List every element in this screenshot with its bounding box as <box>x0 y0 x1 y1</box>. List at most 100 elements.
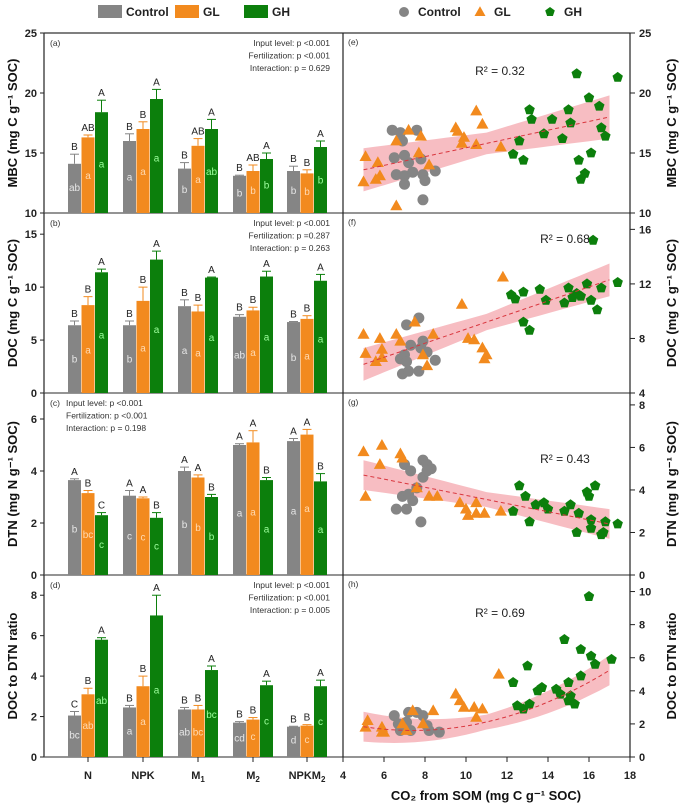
point-gh <box>598 527 609 537</box>
point-gl <box>359 347 372 358</box>
significance-letter-upper: A <box>153 583 160 594</box>
point-gl <box>427 704 440 716</box>
bar-control <box>123 325 136 393</box>
y-tick-label: 6 <box>31 631 37 643</box>
point-gh <box>507 505 519 516</box>
point-gl <box>396 717 409 729</box>
point-gl <box>390 199 403 211</box>
significance-letter-upper: A <box>153 239 160 250</box>
bar-gh <box>95 515 108 575</box>
point-gh <box>555 688 566 699</box>
significance-letter-upper: B <box>85 285 92 296</box>
significance-letter-lower: a <box>291 507 297 518</box>
point-gl <box>476 117 489 129</box>
point-gh <box>585 522 597 533</box>
bar-gh <box>150 517 163 575</box>
point-gl <box>359 150 372 161</box>
significance-letter-upper: B <box>85 676 92 687</box>
significance-letter-upper: B <box>208 482 215 493</box>
point-gl <box>496 270 509 282</box>
point-gh <box>606 653 617 664</box>
point-gh <box>559 634 570 644</box>
significance-letter-upper: A <box>208 654 215 665</box>
point-gl <box>470 507 483 518</box>
bar-gh <box>260 480 273 575</box>
fit-line <box>363 669 610 732</box>
stats-text: Interaction: p = 0.629 <box>250 63 330 73</box>
scatter-panel-f: 4 8 12 16 DOC (mg C g⁻¹ SOC) (f) R² = 0.68 <box>342 213 679 400</box>
significance-letter-upper: B <box>126 693 133 704</box>
point-gh <box>559 297 570 308</box>
significance-letter-lower: a <box>85 345 91 356</box>
stats-text: Input level: p <0.001 <box>253 580 330 590</box>
point-gh <box>565 117 576 128</box>
point-control <box>429 354 441 366</box>
point-gh <box>565 499 576 510</box>
point-control <box>419 175 431 187</box>
y-tick-label: 4 <box>31 466 38 478</box>
significance-letter-lower: ab <box>179 728 191 739</box>
bar-control <box>287 322 300 393</box>
point-gl <box>406 704 419 716</box>
significance-letter-lower: cd <box>234 734 245 745</box>
significance-letter-upper: A <box>126 479 133 490</box>
significance-letter-upper: B <box>195 693 202 704</box>
significance-letter-lower: a <box>85 171 91 182</box>
point-gl <box>371 156 384 167</box>
point-gh <box>569 698 580 709</box>
bar-gh <box>95 112 108 213</box>
y-axis-label: MBC (mg C g⁻¹ SOC) <box>5 59 20 188</box>
significance-letter-upper: A <box>290 427 297 438</box>
point-control <box>390 503 402 515</box>
bar-gl <box>81 305 95 393</box>
point-gl <box>423 158 436 170</box>
point-gh <box>589 658 601 669</box>
x-tick-label: 8 <box>422 770 428 782</box>
x-axis-label: CO₂ from SOM (mg C g⁻¹ SOC) <box>391 788 581 803</box>
y-tick-label: 0 <box>639 570 645 582</box>
fit-line <box>363 279 610 365</box>
significance-letter-upper: A <box>236 432 243 443</box>
stats-text: Interaction: p = 0.263 <box>250 243 330 253</box>
significance-letter-lower: ab <box>234 351 246 362</box>
bar-control <box>123 141 136 213</box>
significance-letter-upper: A <box>98 257 105 268</box>
bar-gh <box>260 159 273 213</box>
point-gh <box>600 516 611 527</box>
significance-letter-upper: B <box>71 309 78 320</box>
significance-letter-lower: a <box>154 685 160 696</box>
point-gl <box>459 502 473 514</box>
point-gh <box>526 113 537 124</box>
point-gh <box>596 122 607 133</box>
significance-letter-upper: A <box>317 262 324 273</box>
y-tick-label: 2 <box>31 518 37 530</box>
bar-control <box>178 306 191 393</box>
point-gl <box>359 720 372 732</box>
significance-letter-upper: A <box>71 467 78 478</box>
category-subscript: 2 <box>255 775 260 784</box>
significance-letter-upper: A <box>195 463 202 474</box>
category-label: M <box>191 770 200 782</box>
y-tick-label: 8 <box>31 590 37 602</box>
significance-letter-lower: bc <box>69 730 80 741</box>
y-tick-label: 5 <box>31 335 37 347</box>
point-control <box>415 516 427 528</box>
point-gl <box>453 694 466 706</box>
significance-letter-lower: b <box>182 520 188 531</box>
significance-letter-lower: c <box>251 732 256 743</box>
point-gl <box>357 445 370 457</box>
bar-gl <box>81 493 95 575</box>
significance-letter-upper: A <box>317 668 324 679</box>
significance-letter-upper: B <box>181 151 188 162</box>
y-axis-label: DOC to DTN ratio <box>664 613 679 720</box>
legend-label-control: Control <box>418 5 461 19</box>
x-tick-label: 18 <box>624 770 636 782</box>
significance-letter-upper: A <box>140 485 147 496</box>
significance-letter-upper: C <box>98 501 105 512</box>
bar-gl <box>191 709 205 757</box>
bar-control <box>123 495 136 575</box>
significance-letter-upper: B <box>236 163 243 174</box>
y-tick-label: 4 <box>31 671 38 683</box>
point-gh <box>563 104 574 115</box>
significance-letter-upper: B <box>181 695 188 706</box>
